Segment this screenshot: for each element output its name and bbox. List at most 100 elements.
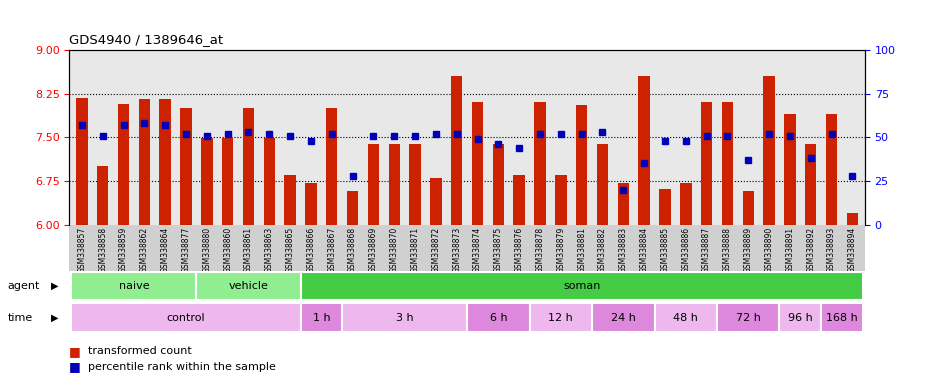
Text: GSM338858: GSM338858 (98, 227, 107, 273)
Bar (555, 175, 566, 225)
Text: GSM338861: GSM338861 (244, 227, 253, 273)
Bar (743, 191, 754, 225)
Text: control: control (166, 313, 205, 323)
Text: GSM338876: GSM338876 (514, 227, 524, 273)
Bar (347, 191, 358, 225)
Bar (97, 166, 108, 225)
Bar (701, 103, 712, 225)
Text: GSM338886: GSM338886 (682, 227, 690, 273)
Text: GSM338892: GSM338892 (807, 227, 815, 273)
Text: 6 h: 6 h (489, 313, 507, 323)
Bar (71, 303, 301, 333)
Text: time: time (7, 313, 32, 323)
Bar (655, 303, 717, 333)
Text: ▶: ▶ (51, 313, 58, 323)
Text: ■: ■ (69, 345, 81, 358)
Text: GSM338891: GSM338891 (785, 227, 795, 273)
Text: GSM338862: GSM338862 (140, 227, 149, 273)
Bar (513, 175, 524, 225)
Text: GSM338880: GSM338880 (203, 227, 211, 273)
Bar (301, 272, 863, 300)
Bar (467, 303, 530, 333)
Bar (159, 99, 171, 225)
Text: 12 h: 12 h (549, 313, 574, 323)
Bar (71, 272, 196, 300)
Bar (638, 76, 650, 225)
Text: GSM338894: GSM338894 (848, 227, 857, 273)
Text: GSM338871: GSM338871 (411, 227, 420, 273)
Bar (326, 108, 338, 225)
Text: 24 h: 24 h (610, 313, 635, 323)
Text: GSM338868: GSM338868 (348, 227, 357, 273)
Bar (717, 303, 780, 333)
Bar (722, 103, 734, 225)
Bar (780, 303, 821, 333)
Bar (493, 144, 504, 225)
Bar (597, 144, 609, 225)
Text: GSM338874: GSM338874 (473, 227, 482, 273)
Bar (410, 144, 421, 225)
Text: GSM338872: GSM338872 (431, 227, 440, 273)
Bar (305, 183, 316, 225)
Text: GSM338883: GSM338883 (619, 227, 628, 273)
Text: GSM338877: GSM338877 (181, 227, 191, 273)
Text: GSM338864: GSM338864 (161, 227, 169, 273)
Text: agent: agent (7, 281, 40, 291)
Bar (451, 76, 462, 225)
Text: 48 h: 48 h (673, 313, 698, 323)
Text: GSM338889: GSM338889 (744, 227, 753, 273)
Bar (784, 114, 796, 225)
Text: 72 h: 72 h (735, 313, 760, 323)
Text: 1 h: 1 h (313, 313, 330, 323)
Bar (576, 105, 587, 225)
Bar (680, 183, 692, 225)
Bar (535, 103, 546, 225)
Bar (821, 303, 863, 333)
Text: GSM338885: GSM338885 (660, 227, 670, 273)
Text: GSM338890: GSM338890 (765, 227, 773, 273)
Text: GSM338867: GSM338867 (327, 227, 337, 273)
Text: GSM338875: GSM338875 (494, 227, 503, 273)
Text: vehicle: vehicle (228, 281, 268, 291)
Bar (242, 108, 254, 225)
Text: GSM338873: GSM338873 (452, 227, 462, 273)
Text: 96 h: 96 h (788, 313, 813, 323)
Text: GSM338882: GSM338882 (598, 227, 607, 273)
Text: GSM338860: GSM338860 (223, 227, 232, 273)
Text: 168 h: 168 h (826, 313, 857, 323)
Bar (222, 139, 233, 225)
Bar (284, 175, 296, 225)
Text: ▶: ▶ (51, 281, 58, 291)
Text: GSM338863: GSM338863 (265, 227, 274, 273)
Text: soman: soman (563, 281, 600, 291)
Bar (368, 144, 379, 225)
Text: GSM338879: GSM338879 (556, 227, 565, 273)
Text: GSM338866: GSM338866 (306, 227, 315, 273)
Text: GSM338869: GSM338869 (369, 227, 378, 273)
Text: GSM338888: GSM338888 (723, 227, 732, 273)
Bar (592, 303, 655, 333)
Bar (826, 114, 837, 225)
Bar (117, 104, 130, 225)
Text: ■: ■ (69, 360, 81, 373)
Bar (201, 139, 213, 225)
Bar (430, 178, 441, 225)
Bar (301, 303, 342, 333)
Text: GSM338887: GSM338887 (702, 227, 711, 273)
Text: naive: naive (118, 281, 149, 291)
Text: percentile rank within the sample: percentile rank within the sample (88, 362, 276, 372)
Bar (342, 303, 467, 333)
Text: GSM338881: GSM338881 (577, 227, 586, 273)
Bar (530, 303, 592, 333)
Bar (618, 183, 629, 225)
Bar (139, 99, 150, 225)
Bar (180, 108, 191, 225)
Text: GSM338857: GSM338857 (78, 227, 86, 273)
Text: GDS4940 / 1389646_at: GDS4940 / 1389646_at (69, 33, 224, 46)
Text: transformed count: transformed count (88, 346, 191, 356)
Bar (846, 213, 858, 225)
Bar (472, 103, 483, 225)
Bar (76, 98, 88, 225)
Text: 3 h: 3 h (396, 313, 413, 323)
Bar (763, 76, 775, 225)
